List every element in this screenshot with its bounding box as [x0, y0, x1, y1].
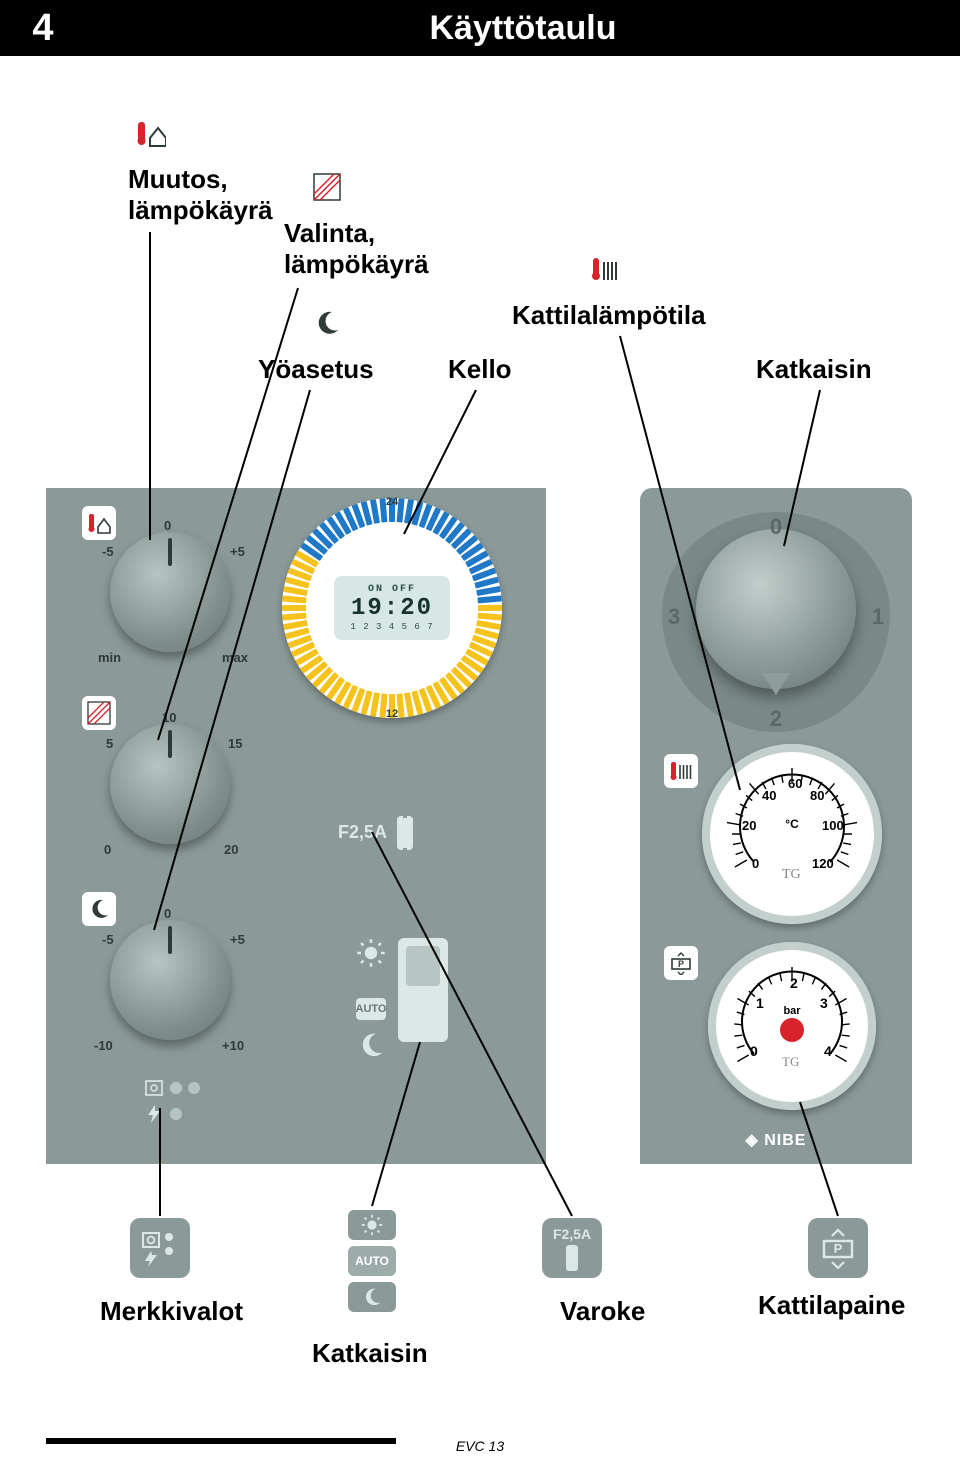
footer-text: EVC 13 — [456, 1438, 504, 1454]
footer-bar — [46, 1438, 396, 1444]
leader-lines — [0, 0, 960, 1474]
